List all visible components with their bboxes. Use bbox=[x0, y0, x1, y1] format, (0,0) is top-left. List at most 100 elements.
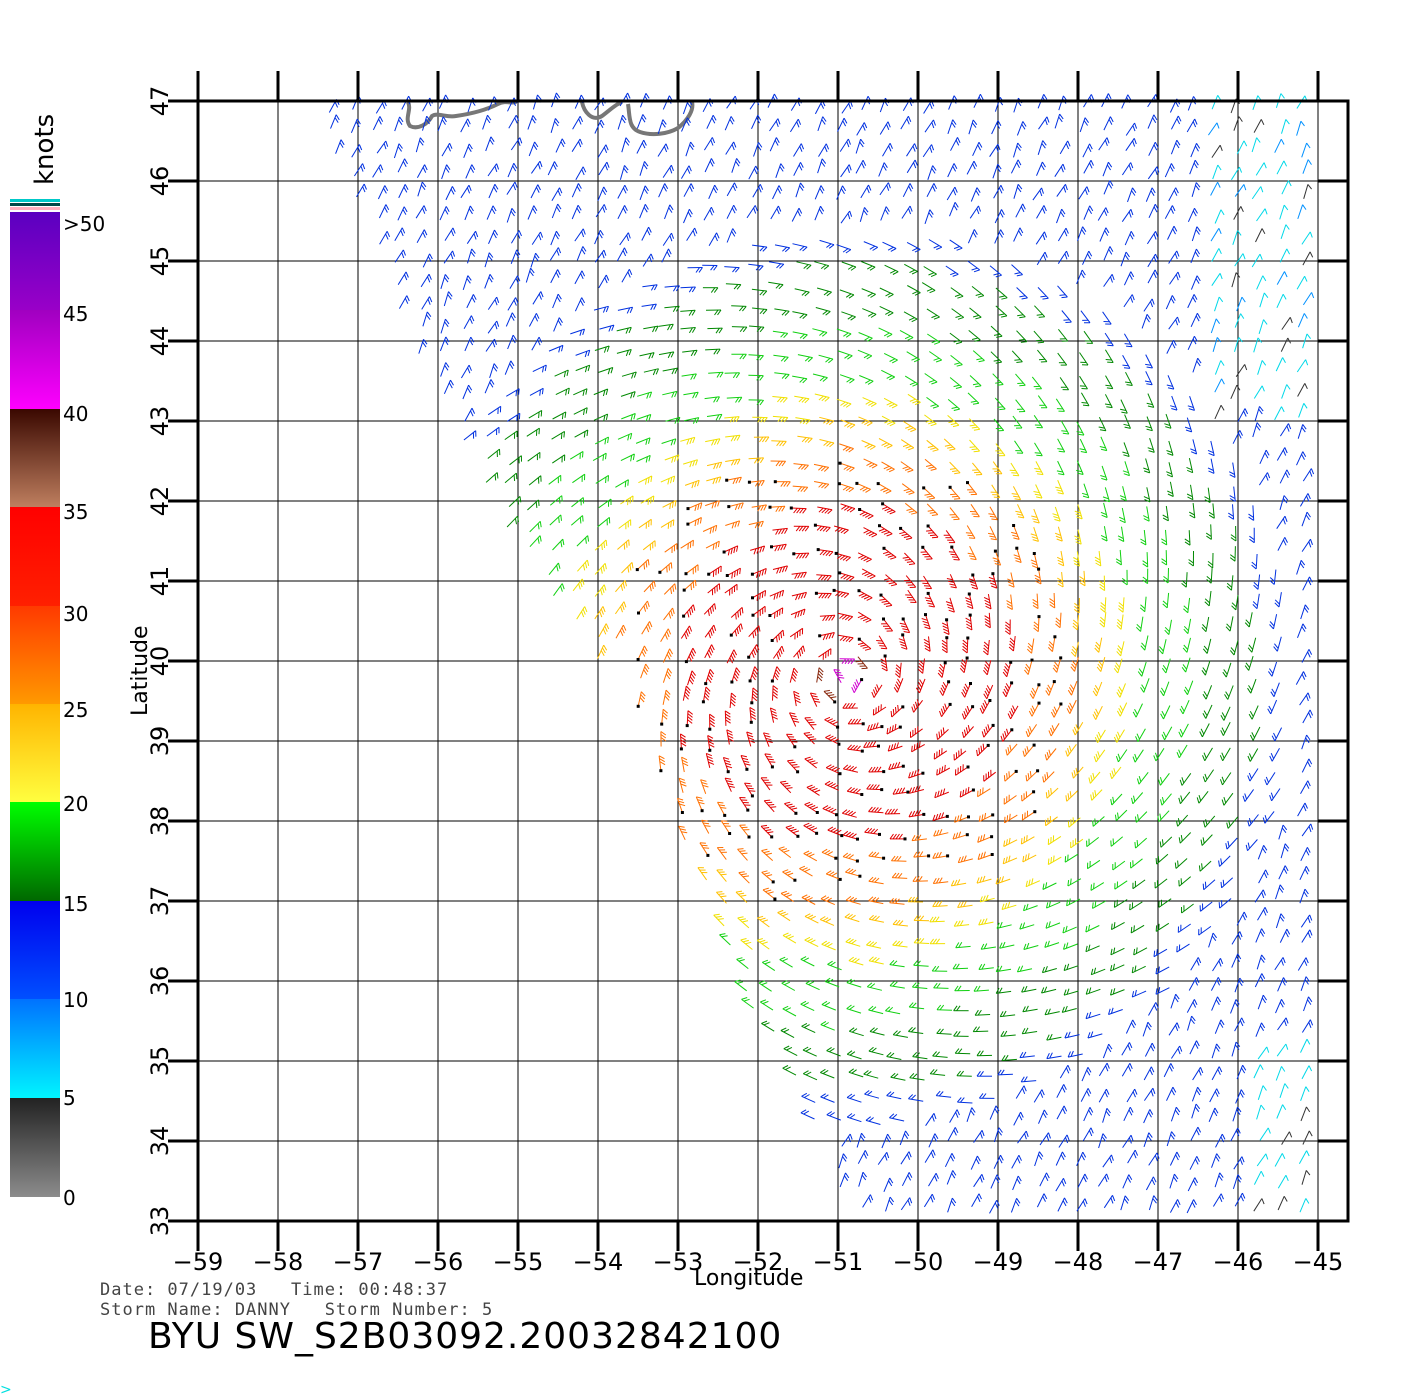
wind-barb-feather bbox=[895, 833, 900, 840]
wind-barb-feather bbox=[752, 649, 757, 656]
wind-barb-feather bbox=[1067, 140, 1071, 147]
wind-barb-feather bbox=[736, 628, 739, 635]
wind-barb-feather bbox=[823, 467, 830, 472]
wind-barb bbox=[1210, 228, 1220, 242]
wind-barb-feather bbox=[1130, 162, 1134, 169]
wind-barb-feather bbox=[1048, 644, 1054, 650]
wind-barb-feather bbox=[1281, 827, 1287, 834]
wind-barb bbox=[1227, 685, 1234, 700]
wind-barb bbox=[716, 891, 727, 904]
wind-barb-feather bbox=[675, 305, 680, 312]
wind-barb-feather bbox=[711, 117, 716, 124]
wind-barb-feather bbox=[690, 141, 695, 148]
wind-barb-feather bbox=[714, 235, 718, 242]
wind-barb-feather bbox=[494, 229, 499, 236]
wind-barb-feather bbox=[564, 411, 567, 418]
wind-barb-feather bbox=[999, 408, 1006, 411]
wind-barb-feather bbox=[938, 900, 943, 907]
wind-barb bbox=[375, 100, 385, 114]
wind-barb-feather bbox=[649, 585, 652, 592]
wind-barb bbox=[1054, 506, 1061, 522]
wind-barb-feather bbox=[1062, 926, 1065, 934]
wind-barb bbox=[722, 757, 729, 772]
wind-barb-feather bbox=[1166, 474, 1173, 478]
wind-barb bbox=[486, 205, 494, 220]
wind-barb-feather bbox=[581, 169, 585, 176]
wind-barb-feather bbox=[1098, 426, 1105, 429]
wind-barb-feather bbox=[1269, 624, 1274, 630]
wind-barb-feather bbox=[846, 466, 852, 471]
wind-barb-feather bbox=[642, 114, 647, 120]
wind-barb bbox=[509, 455, 522, 466]
wind-barb-feather bbox=[786, 481, 791, 487]
wind-barb bbox=[614, 601, 625, 615]
wind-barb-feather bbox=[1116, 651, 1122, 657]
wind-barb-feather bbox=[605, 144, 609, 151]
wind-barb bbox=[907, 589, 917, 603]
wind-barb-feather bbox=[866, 783, 871, 790]
wind-barb-feather bbox=[820, 466, 827, 472]
wind-barb-feather bbox=[823, 290, 830, 296]
rain-flag bbox=[729, 633, 733, 637]
wind-barb-feather bbox=[778, 634, 780, 641]
wind-barb bbox=[967, 229, 975, 244]
wind-barb-feather bbox=[819, 526, 825, 532]
wind-barb-feather bbox=[795, 594, 799, 601]
wind-barb-feather bbox=[561, 583, 565, 590]
wind-barb bbox=[792, 311, 808, 316]
wind-barb-feather bbox=[686, 438, 690, 445]
wind-barb-feather bbox=[835, 591, 841, 597]
wind-barb-feather bbox=[1080, 451, 1087, 454]
wind-barb-feather bbox=[866, 462, 873, 467]
wind-barb bbox=[528, 475, 542, 486]
wind-barb-feather bbox=[861, 162, 865, 169]
wind-barb-feather bbox=[894, 673, 901, 678]
wind-barb-feather bbox=[1257, 337, 1262, 343]
wind-barb bbox=[619, 165, 625, 180]
rain-flag bbox=[837, 742, 841, 746]
wind-barb-feather bbox=[579, 138, 583, 145]
wind-barb-feather bbox=[1117, 731, 1121, 738]
wind-barb-feather bbox=[603, 541, 606, 549]
wind-barb-feather bbox=[794, 612, 798, 619]
wind-barb-feather bbox=[645, 456, 648, 463]
wind-barb-feather bbox=[1093, 687, 1098, 694]
wind-barb-feather bbox=[868, 806, 873, 812]
wind-barb-feather bbox=[607, 437, 609, 444]
wind-barb-feather bbox=[804, 437, 810, 443]
wind-barb-feather bbox=[1114, 814, 1117, 821]
wind-barb-feather bbox=[518, 230, 522, 237]
wind-barb-feather bbox=[471, 407, 476, 414]
wind-barb-feather bbox=[840, 188, 845, 194]
wind-barb-feather bbox=[1020, 838, 1023, 845]
wind-barb-feather bbox=[404, 274, 408, 281]
wind-barb-feather bbox=[690, 673, 696, 679]
wind-barb bbox=[772, 330, 788, 334]
wind-barb-feather bbox=[886, 184, 890, 191]
wind-barb-feather bbox=[1095, 753, 1099, 760]
wind-barb-feather bbox=[1302, 424, 1307, 430]
wind-barb-feather bbox=[1305, 783, 1310, 789]
wind-barb-feather bbox=[1177, 316, 1180, 323]
wind-barb-feather bbox=[1144, 380, 1151, 383]
wind-barb-feather bbox=[756, 399, 761, 406]
wind-barb-feather bbox=[510, 210, 515, 217]
wind-barb bbox=[1021, 791, 1034, 802]
wind-barb bbox=[1211, 248, 1220, 262]
wind-barb bbox=[594, 539, 607, 551]
wind-barb bbox=[901, 205, 911, 219]
wind-barb bbox=[749, 666, 756, 682]
wind-barb-feather bbox=[1307, 651, 1311, 658]
wind-barb bbox=[1023, 905, 1038, 912]
wind-barb-feather bbox=[996, 122, 1001, 129]
wind-barb-feather bbox=[914, 248, 921, 253]
wind-barb-feather bbox=[1265, 776, 1269, 783]
wind-barb-feather bbox=[883, 162, 888, 168]
wind-barb bbox=[681, 373, 697, 377]
wind-barb-feather bbox=[758, 186, 762, 193]
wind-barb-feather bbox=[651, 352, 655, 359]
wind-barb bbox=[1057, 460, 1065, 475]
wind-barb-feather bbox=[649, 621, 653, 628]
wind-barb-feather bbox=[1147, 447, 1154, 451]
wind-barb-feather bbox=[1152, 117, 1157, 123]
